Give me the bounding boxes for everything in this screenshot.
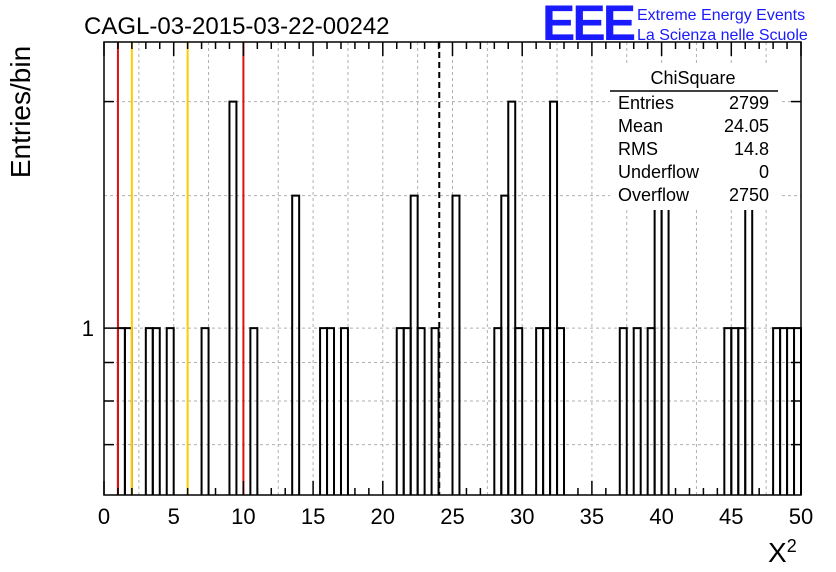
histogram-bin: [646, 327, 656, 495]
stats-row-label: RMS: [618, 139, 658, 159]
stats-box-bg: [610, 66, 780, 210]
histogram-bin: [165, 327, 175, 495]
x-axis-title-base: X: [768, 537, 787, 568]
histogram-bin: [730, 327, 740, 495]
x-tick-label-0: 0: [98, 504, 110, 529]
histogram-bin: [500, 194, 510, 495]
histogram-bin: [772, 327, 782, 495]
histogram-bin: [249, 327, 259, 495]
stats-row-label: Entries: [618, 93, 674, 113]
histogram-bin: [291, 194, 301, 495]
histogram-bin: [618, 327, 628, 495]
x-tick-label-3: 15: [301, 504, 325, 529]
x-tick-label-5: 25: [440, 504, 464, 529]
histogram-bin: [507, 100, 517, 495]
histogram-bin: [395, 327, 405, 495]
x-axis-title: X2: [768, 536, 797, 568]
histogram-bin: [556, 327, 566, 495]
histogram-bin: [151, 327, 161, 495]
histogram-bin: [319, 327, 329, 495]
y-tick-label-0: 1: [82, 316, 94, 341]
histogram-bin: [632, 327, 642, 495]
logo-line-2: La Scienza nelle Scuole: [637, 27, 808, 44]
marker-lines: [116, 42, 441, 495]
histogram-bin: [549, 100, 559, 495]
histogram-bin: [493, 327, 503, 495]
stats-row-value: 0: [759, 162, 769, 182]
histogram-bin: [402, 327, 412, 495]
histogram-bin: [723, 327, 733, 495]
histogram-bin: [451, 194, 461, 495]
stats-title: ChiSquare: [650, 68, 735, 88]
y-axis-title: Entries/bin: [5, 46, 36, 178]
x-tick-label-10: 50: [789, 504, 813, 529]
histogram-bin: [653, 194, 663, 495]
x-tick-label-7: 35: [580, 504, 604, 529]
stats-row-value: 24.05: [724, 116, 769, 136]
logo-line-1: Extreme Energy Events: [637, 7, 805, 24]
stats-row-label: Underflow: [618, 162, 700, 182]
stats-row-value: 2750: [729, 185, 769, 205]
x-axis-title-sup: 2: [787, 536, 797, 556]
axis-ticks: 0 5 10 15 20 25 30 35 40 45 50 1: [82, 42, 813, 529]
x-tick-label-6: 30: [510, 504, 534, 529]
x-tick-label-2: 10: [231, 504, 255, 529]
histogram-bin: [514, 327, 524, 495]
eee-logo: EEE Extreme Energy Events La Scienza nel…: [542, 0, 808, 51]
stats-box: ChiSquare Entries 2799 Mean 24.05 RMS 14.8 Und…: [610, 66, 780, 210]
histogram-bin: [326, 327, 336, 495]
x-tick-label-9: 45: [719, 504, 743, 529]
x-tick-label-4: 20: [371, 504, 395, 529]
x-tick-label-8: 40: [649, 504, 673, 529]
histogram-bin: [535, 327, 545, 495]
histogram-bin: [123, 327, 133, 495]
histogram-bin: [409, 194, 419, 495]
stats-row-value: 14.8: [734, 139, 769, 159]
histogram-bin: [144, 327, 154, 495]
chart-title: CAGL-03-2015-03-22-00242: [84, 13, 390, 40]
logo-mark: EEE: [542, 0, 635, 51]
stats-row-label: Overflow: [618, 185, 690, 205]
histogram-bin: [793, 327, 802, 495]
histogram-bin: [116, 327, 126, 495]
histogram-bin: [744, 194, 754, 495]
histogram-bin: [339, 327, 349, 495]
histogram-bin: [416, 327, 426, 495]
stats-row-label: Mean: [618, 116, 663, 136]
x-tick-label-1: 5: [168, 504, 180, 529]
histogram-bin: [737, 327, 747, 495]
histogram-bin: [228, 100, 238, 495]
stats-row-value: 2799: [729, 93, 769, 113]
histogram-bin: [779, 327, 789, 495]
histogram-bin: [200, 327, 210, 495]
histogram-bin: [786, 327, 796, 495]
histogram-bin: [430, 327, 440, 495]
histogram-bin: [542, 327, 552, 495]
